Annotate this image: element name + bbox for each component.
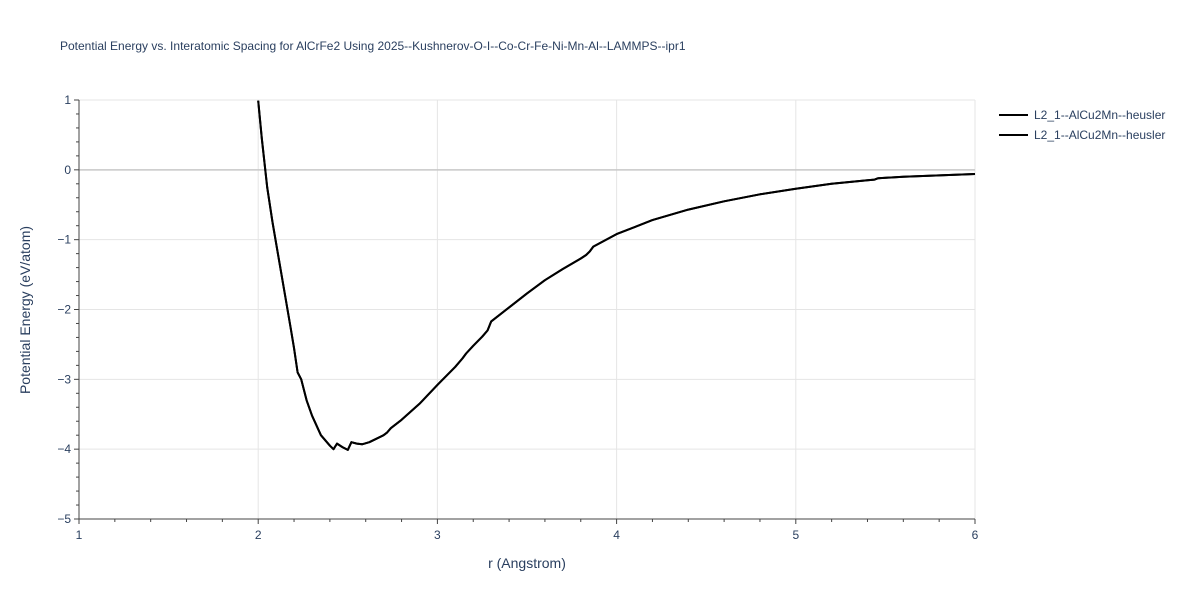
- x-axis-title: r (Angstrom): [488, 555, 566, 571]
- x-tick-label: 2: [255, 528, 262, 542]
- y-tick-label: −2: [57, 303, 71, 317]
- x-tick-label: 1: [76, 528, 83, 542]
- series-layer: [257, 100, 976, 451]
- plot-area: 1 2 3 4 5 6 1 0 −1 −2 −3 −4 −5: [57, 93, 978, 542]
- legend-label: L2_1--AlCu2Mn--heusler: [1034, 108, 1165, 122]
- axes-layer: [74, 99, 976, 524]
- legend-item-1[interactable]: L2_1--AlCu2Mn--heusler: [999, 108, 1165, 122]
- chart-title: Potential Energy vs. Interatomic Spacing…: [60, 39, 686, 53]
- tick-layer: 1 2 3 4 5 6 1 0 −1 −2 −3 −4 −5: [57, 93, 978, 542]
- x-tick-label: 4: [613, 528, 620, 542]
- grid-layer: [79, 99, 976, 519]
- legend-item-2[interactable]: L2_1--AlCu2Mn--heusler: [999, 128, 1165, 142]
- legend[interactable]: L2_1--AlCu2Mn--heusler L2_1--AlCu2Mn--heu…: [999, 108, 1165, 142]
- y-axis-title: Potential Energy (eV/atom): [17, 226, 33, 394]
- x-tick-label: 3: [434, 528, 441, 542]
- y-tick-label: −5: [57, 512, 71, 526]
- y-tick-label: 1: [64, 93, 71, 107]
- y-tick-label: −3: [57, 372, 71, 386]
- y-tick-label: 0: [64, 163, 71, 177]
- series-line-2: [257, 100, 976, 451]
- y-tick-label: −1: [57, 233, 71, 247]
- x-tick-label: 6: [972, 528, 979, 542]
- y-tick-label: −4: [57, 442, 71, 456]
- legend-label: L2_1--AlCu2Mn--heusler: [1034, 128, 1165, 142]
- x-tick-label: 5: [792, 528, 799, 542]
